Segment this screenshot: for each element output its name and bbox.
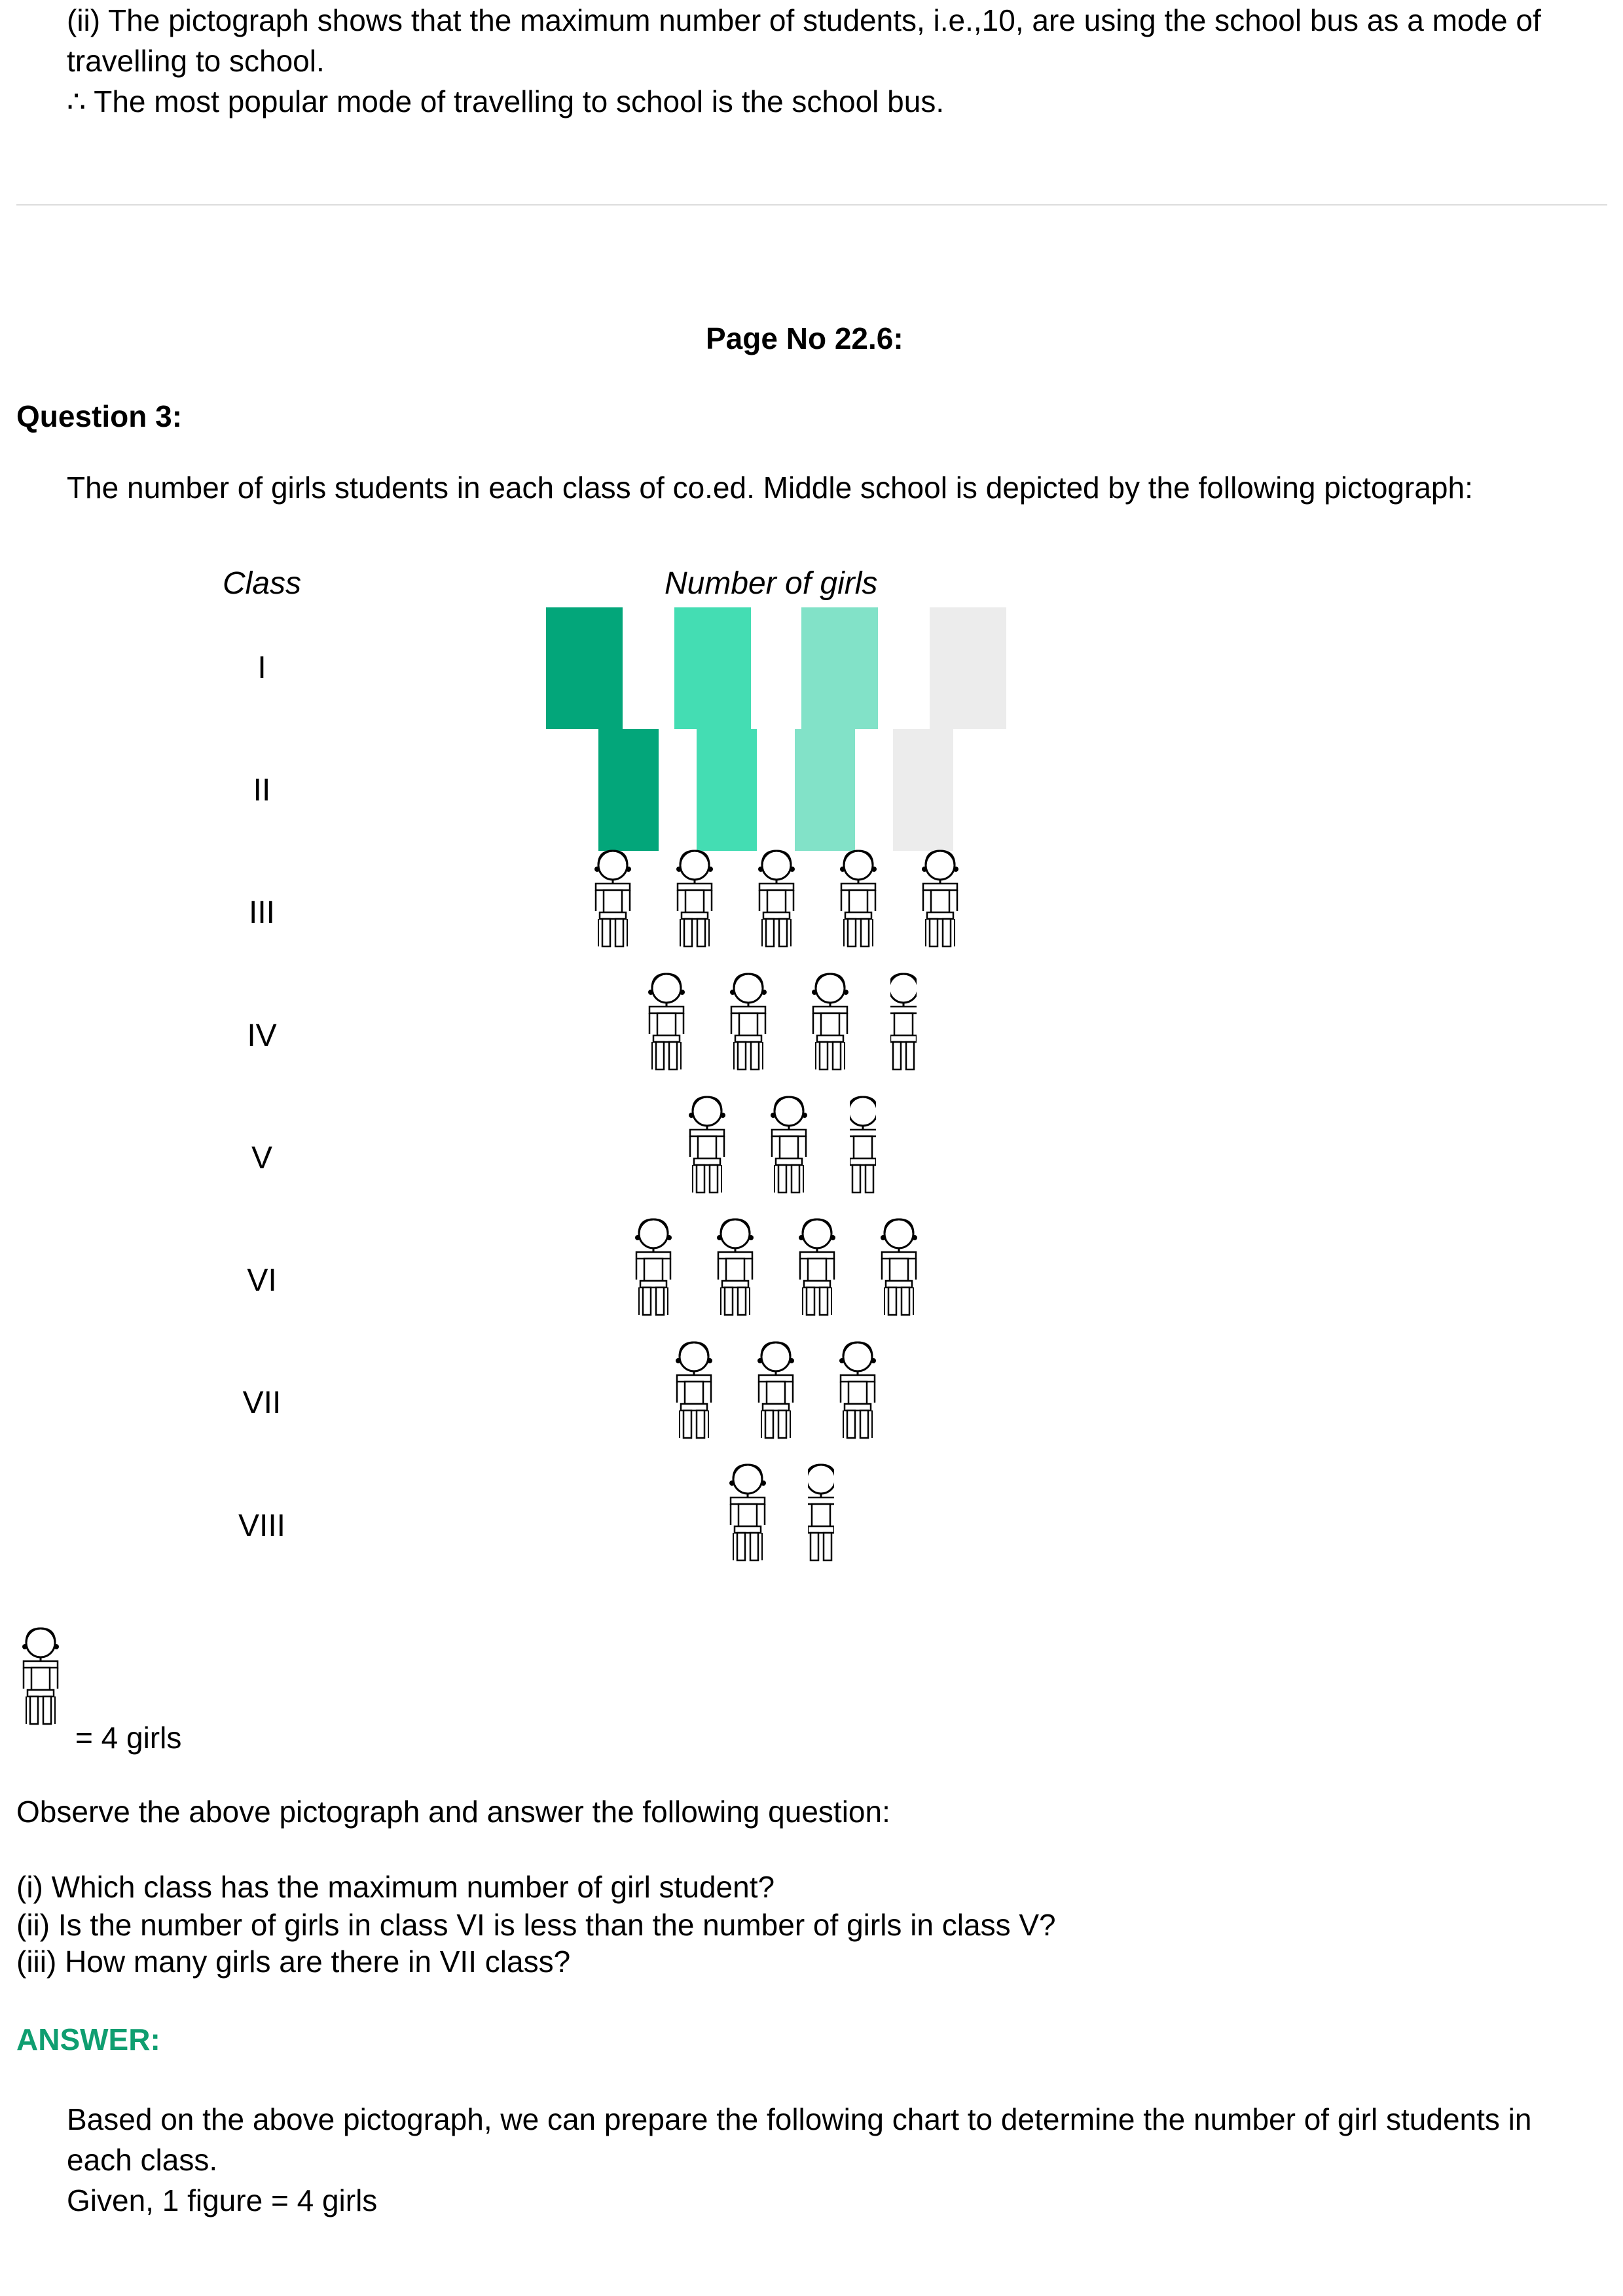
row-VI-girl-icon-1 bbox=[634, 1218, 673, 1316]
row-IV-girl-icon-1 bbox=[647, 973, 686, 1071]
row-VI-girl-icon-2 bbox=[716, 1218, 755, 1316]
key-girl-icon bbox=[21, 1627, 60, 1725]
row-I-figure-2 bbox=[674, 607, 751, 729]
question-item-1: (i) Which class has the maximum number o… bbox=[16, 1870, 775, 1904]
intro-line-1: (ii) The pictograph shows that the maxim… bbox=[67, 3, 1541, 37]
question-item-3: (iii) How many girls are there in VII cl… bbox=[16, 1945, 571, 1979]
row-II-figure-2 bbox=[697, 729, 757, 851]
class-label-II: II bbox=[253, 773, 271, 808]
question-item-2: (ii) Is the number of girls in class VI … bbox=[16, 1908, 1056, 1942]
question-prompt: The number of girls students in each cla… bbox=[67, 471, 1473, 505]
row-III-girl-icon-5 bbox=[921, 850, 960, 948]
row-VII-girl-icon-3 bbox=[838, 1341, 877, 1439]
row-V-girl-icon-2 bbox=[769, 1096, 809, 1194]
intro-line-3: ∴ The most popular mode of travelling to… bbox=[67, 84, 945, 118]
class-label-VII: VII bbox=[242, 1386, 282, 1420]
class-label-VIII: VIII bbox=[238, 1509, 286, 1543]
row-IV-girl-icon-3 bbox=[811, 973, 850, 1071]
key-text: = 4 girls bbox=[75, 1721, 182, 1755]
row-VI-girl-icon-4 bbox=[879, 1218, 919, 1316]
class-label-VI: VI bbox=[247, 1263, 277, 1298]
row-I-figure-4 bbox=[930, 607, 1006, 729]
row-I-figure-3 bbox=[801, 607, 878, 729]
row-III-girl-icon-1 bbox=[593, 850, 632, 948]
row-III-girl-icon-2 bbox=[675, 850, 714, 948]
class-label-IV: IV bbox=[247, 1018, 277, 1053]
row-IV-half-girl-icon bbox=[890, 973, 917, 1071]
row-VIII-half-girl-icon bbox=[808, 1463, 834, 1562]
row-V-half-girl-icon bbox=[850, 1096, 876, 1194]
intro-line-2: travelling to school. bbox=[67, 44, 325, 78]
row-III-girl-icon-3 bbox=[757, 850, 796, 948]
row-VII-girl-icon-2 bbox=[756, 1341, 795, 1439]
row-I-figure-1 bbox=[546, 607, 623, 729]
row-II-figure-1 bbox=[598, 729, 659, 851]
page-number: Page No 22.6: bbox=[706, 321, 903, 355]
question-title: Question 3: bbox=[16, 399, 183, 433]
answer-line-3: Given, 1 figure = 4 girls bbox=[67, 2183, 378, 2217]
row-V-girl-icon-1 bbox=[687, 1096, 727, 1194]
answer-line-2: each class. bbox=[67, 2143, 218, 2177]
row-VIII-girl-icon-1 bbox=[728, 1463, 767, 1562]
section-divider bbox=[16, 204, 1607, 206]
row-II-figure-4 bbox=[893, 729, 953, 851]
row-VI-girl-icon-3 bbox=[797, 1218, 837, 1316]
class-label-I: I bbox=[257, 651, 266, 685]
number-column-header: Number of girls bbox=[665, 566, 878, 601]
row-III-girl-icon-4 bbox=[839, 850, 878, 948]
row-IV-girl-icon-2 bbox=[729, 973, 768, 1071]
row-II-figure-3 bbox=[795, 729, 855, 851]
class-label-V: V bbox=[251, 1141, 272, 1175]
class-label-III: III bbox=[248, 895, 275, 930]
class-column-header: Class bbox=[223, 566, 302, 601]
answer-line-1: Based on the above pictograph, we can pr… bbox=[67, 2102, 1532, 2136]
answer-heading: ANSWER: bbox=[16, 2022, 160, 2056]
row-VII-girl-icon-1 bbox=[674, 1341, 714, 1439]
observe-instruction: Observe the above pictograph and answer … bbox=[16, 1795, 890, 1829]
